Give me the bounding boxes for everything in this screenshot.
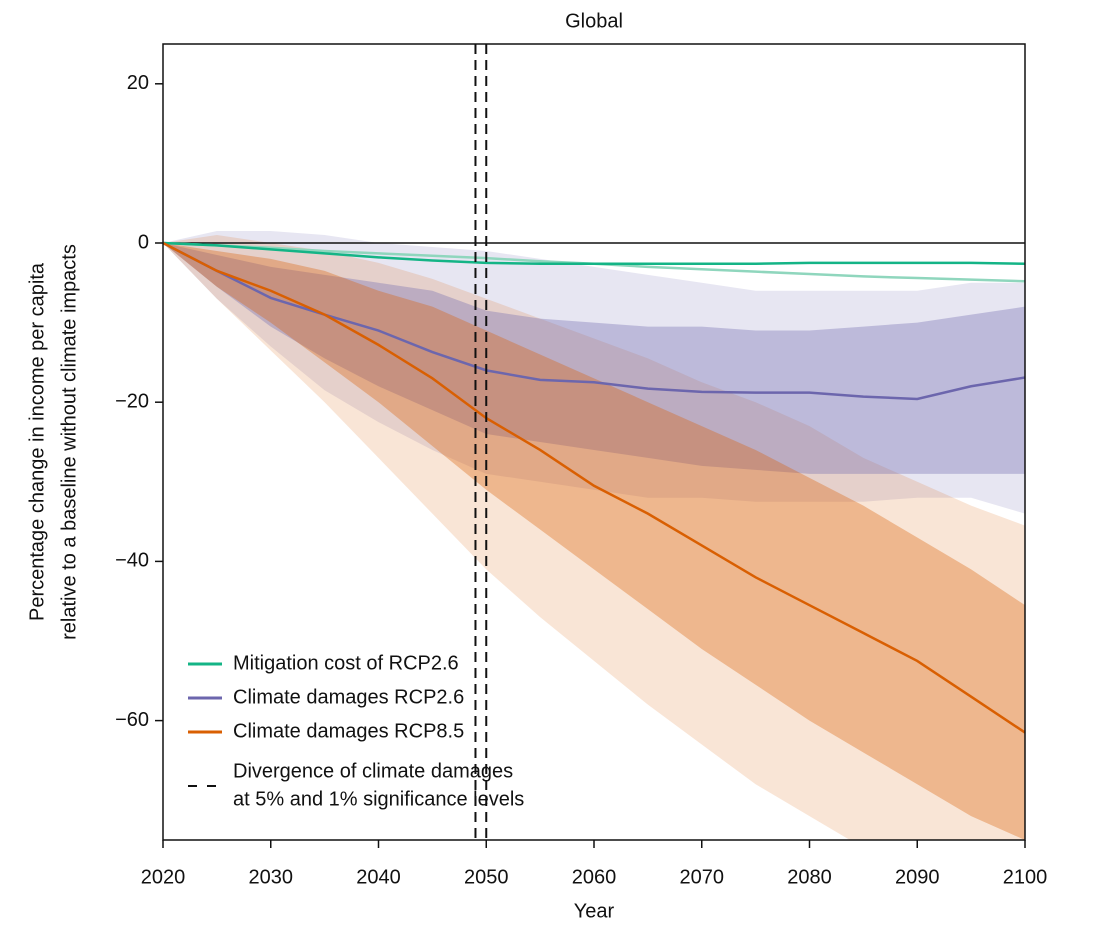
x-tick-label: 2040 — [356, 866, 401, 888]
x-tick-label: 2070 — [680, 866, 725, 888]
confidence-band — [163, 231, 1025, 514]
legend-label: at 5% and 1% significance levels — [233, 788, 524, 810]
x-tick-label: 2100 — [1003, 866, 1048, 888]
y-tick-label: −40 — [115, 550, 149, 572]
y-tick-label: −60 — [115, 709, 149, 731]
series-line — [163, 241, 1025, 265]
confidence-band — [163, 243, 1025, 840]
y-axis-label: Percentage change in income per capita — [26, 262, 48, 621]
x-tick-label: 2060 — [572, 866, 617, 888]
legend-label: Divergence of climate damages — [233, 760, 513, 782]
x-tick-label: 2080 — [787, 866, 832, 888]
x-tick-label: 2020 — [141, 866, 186, 888]
series-line — [163, 241, 1025, 734]
confidence-band — [163, 243, 1025, 474]
legend-label: Climate damages RCP8.5 — [233, 720, 464, 742]
y-axis-label: relative to a baseline without climate i… — [58, 244, 80, 640]
x-tick-label: 2050 — [464, 866, 509, 888]
series-line — [163, 241, 1025, 401]
y-tick-label: 20 — [127, 72, 149, 94]
x-tick-label: 2030 — [249, 866, 294, 888]
x-tick-label: 2090 — [895, 866, 940, 888]
x-axis-label: Year — [574, 900, 615, 922]
legend-label: Climate damages RCP2.6 — [233, 686, 464, 708]
chart-title: Global — [565, 10, 623, 32]
y-tick-label: 0 — [138, 231, 149, 253]
confidence-band — [163, 235, 1025, 840]
plot-area — [163, 44, 1025, 840]
y-tick-label: −20 — [115, 390, 149, 412]
legend-label: Mitigation cost of RCP2.6 — [233, 652, 459, 674]
